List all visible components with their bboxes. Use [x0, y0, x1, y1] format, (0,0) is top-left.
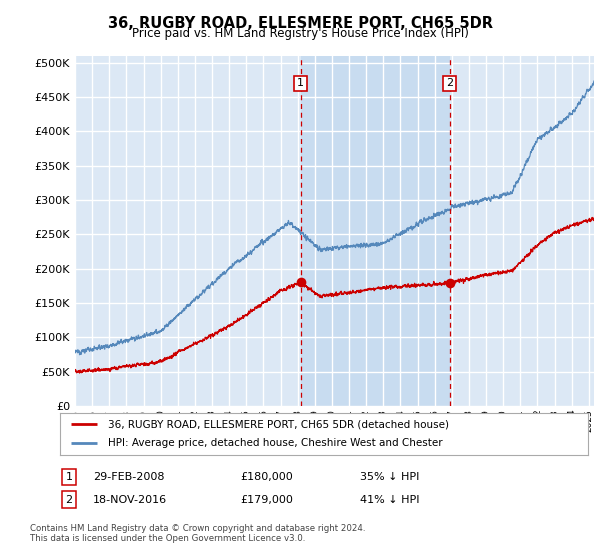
- Bar: [301, 56, 450, 406]
- Text: 18-NOV-2016: 18-NOV-2016: [93, 494, 167, 505]
- Text: £180,000: £180,000: [240, 472, 293, 482]
- Text: 1: 1: [297, 78, 304, 88]
- Text: Price paid vs. HM Land Registry's House Price Index (HPI): Price paid vs. HM Land Registry's House …: [131, 27, 469, 40]
- Text: 35% ↓ HPI: 35% ↓ HPI: [360, 472, 419, 482]
- Text: Contains HM Land Registry data © Crown copyright and database right 2024.
This d: Contains HM Land Registry data © Crown c…: [30, 524, 365, 543]
- Text: 29-FEB-2008: 29-FEB-2008: [93, 472, 164, 482]
- Text: 2: 2: [446, 78, 454, 88]
- Text: £179,000: £179,000: [240, 494, 293, 505]
- Text: HPI: Average price, detached house, Cheshire West and Chester: HPI: Average price, detached house, Ches…: [107, 438, 442, 449]
- Text: 36, RUGBY ROAD, ELLESMERE PORT, CH65 5DR (detached house): 36, RUGBY ROAD, ELLESMERE PORT, CH65 5DR…: [107, 419, 449, 429]
- Text: 2: 2: [65, 494, 73, 505]
- Text: 41% ↓ HPI: 41% ↓ HPI: [360, 494, 419, 505]
- Text: 1: 1: [65, 472, 73, 482]
- Text: 36, RUGBY ROAD, ELLESMERE PORT, CH65 5DR: 36, RUGBY ROAD, ELLESMERE PORT, CH65 5DR: [107, 16, 493, 31]
